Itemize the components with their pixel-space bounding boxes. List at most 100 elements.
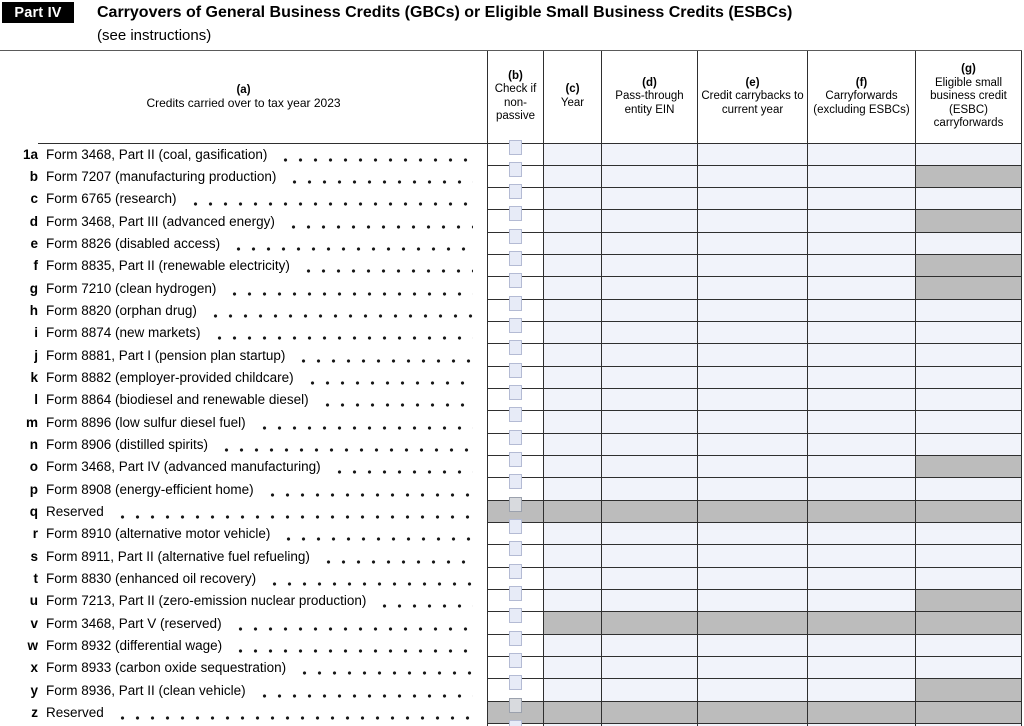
carryback-cell[interactable] (697, 165, 807, 189)
carryback-cell[interactable] (697, 299, 807, 323)
year-cell[interactable] (543, 188, 601, 211)
esbc-carryforward-cell[interactable] (915, 188, 1022, 211)
ein-cell[interactable] (601, 567, 697, 591)
esbc-carryforward-cell[interactable] (915, 322, 1022, 345)
ein-cell[interactable] (601, 389, 697, 412)
ein-cell[interactable] (601, 679, 697, 702)
non-passive-checkbox[interactable] (509, 407, 522, 423)
carryforward-cell[interactable] (807, 277, 915, 300)
non-passive-checkbox[interactable] (509, 161, 522, 177)
esbc-carryforward-cell[interactable] (915, 523, 1022, 546)
ein-cell[interactable] (601, 634, 697, 658)
non-passive-checkbox[interactable] (509, 295, 522, 311)
carryback-cell[interactable] (697, 277, 807, 300)
ein-cell[interactable] (601, 456, 697, 479)
non-passive-checkbox[interactable] (509, 273, 522, 289)
ein-cell[interactable] (601, 545, 697, 568)
ein-cell[interactable] (601, 277, 697, 300)
carryback-cell[interactable] (697, 634, 807, 658)
ein-cell[interactable] (601, 590, 697, 613)
carryforward-cell[interactable] (807, 567, 915, 591)
year-cell[interactable] (543, 679, 601, 702)
year-cell[interactable] (543, 657, 601, 680)
carryback-cell[interactable] (697, 567, 807, 591)
carryforward-cell[interactable] (807, 634, 915, 658)
ein-cell[interactable] (601, 433, 697, 457)
non-passive-checkbox[interactable] (509, 653, 522, 669)
year-cell[interactable] (543, 567, 601, 591)
esbc-carryforward-cell[interactable] (915, 232, 1022, 256)
ein-cell[interactable] (601, 299, 697, 323)
carryback-cell[interactable] (697, 366, 807, 390)
carryback-cell[interactable] (697, 255, 807, 278)
carryforward-cell[interactable] (807, 299, 915, 323)
non-passive-checkbox[interactable] (509, 184, 522, 200)
non-passive-checkbox[interactable] (509, 541, 522, 557)
year-cell[interactable] (543, 210, 601, 233)
year-cell[interactable] (543, 366, 601, 390)
carryback-cell[interactable] (697, 590, 807, 613)
non-passive-checkbox[interactable] (509, 340, 522, 356)
ein-cell[interactable] (601, 143, 697, 166)
esbc-carryforward-cell[interactable] (915, 389, 1022, 412)
carryforward-cell[interactable] (807, 523, 915, 546)
carryback-cell[interactable] (697, 411, 807, 434)
carryforward-cell[interactable] (807, 232, 915, 256)
year-cell[interactable] (543, 277, 601, 300)
year-cell[interactable] (543, 634, 601, 658)
carryforward-cell[interactable] (807, 724, 915, 726)
ein-cell[interactable] (601, 657, 697, 680)
carryforward-cell[interactable] (807, 344, 915, 367)
year-cell[interactable] (543, 411, 601, 434)
carryforward-cell[interactable] (807, 433, 915, 457)
carryforward-cell[interactable] (807, 545, 915, 568)
year-cell[interactable] (543, 299, 601, 323)
non-passive-checkbox[interactable] (509, 630, 522, 646)
carryforward-cell[interactable] (807, 143, 915, 166)
year-cell[interactable] (543, 478, 601, 501)
carryback-cell[interactable] (697, 232, 807, 256)
year-cell[interactable] (543, 322, 601, 345)
year-cell[interactable] (543, 255, 601, 278)
carryback-cell[interactable] (697, 657, 807, 680)
carryforward-cell[interactable] (807, 411, 915, 434)
carryback-cell[interactable] (697, 679, 807, 702)
carryback-cell[interactable] (697, 545, 807, 568)
non-passive-checkbox[interactable] (509, 586, 522, 602)
non-passive-checkbox[interactable] (509, 362, 522, 378)
carryback-cell[interactable] (697, 322, 807, 345)
non-passive-checkbox[interactable] (509, 563, 522, 579)
year-cell[interactable] (543, 143, 601, 166)
carryforward-cell[interactable] (807, 188, 915, 211)
esbc-carryforward-cell[interactable] (915, 567, 1022, 591)
non-passive-checkbox[interactable] (509, 675, 522, 691)
carryback-cell[interactable] (697, 456, 807, 479)
carryback-cell[interactable] (697, 433, 807, 457)
esbc-carryforward-cell[interactable] (915, 724, 1022, 726)
year-cell[interactable] (543, 232, 601, 256)
ein-cell[interactable] (601, 344, 697, 367)
ein-cell[interactable] (601, 523, 697, 546)
year-cell[interactable] (543, 389, 601, 412)
non-passive-checkbox[interactable] (509, 385, 522, 401)
ein-cell[interactable] (601, 210, 697, 233)
year-cell[interactable] (543, 456, 601, 479)
carryback-cell[interactable] (697, 724, 807, 726)
carryforward-cell[interactable] (807, 389, 915, 412)
ein-cell[interactable] (601, 366, 697, 390)
year-cell[interactable] (543, 523, 601, 546)
non-passive-checkbox[interactable] (509, 452, 522, 468)
carryback-cell[interactable] (697, 188, 807, 211)
esbc-carryforward-cell[interactable] (915, 634, 1022, 658)
esbc-carryforward-cell[interactable] (915, 143, 1022, 166)
year-cell[interactable] (543, 165, 601, 189)
carryforward-cell[interactable] (807, 255, 915, 278)
non-passive-checkbox[interactable] (509, 139, 522, 155)
esbc-carryforward-cell[interactable] (915, 478, 1022, 501)
non-passive-checkbox[interactable] (509, 474, 522, 490)
ein-cell[interactable] (601, 411, 697, 434)
carryback-cell[interactable] (697, 344, 807, 367)
ein-cell[interactable] (601, 188, 697, 211)
esbc-carryforward-cell[interactable] (915, 299, 1022, 323)
year-cell[interactable] (543, 433, 601, 457)
